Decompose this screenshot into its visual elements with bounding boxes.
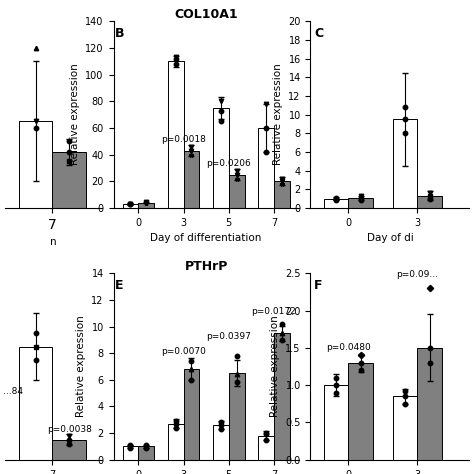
Text: p=0.09...: p=0.09...: [396, 270, 438, 279]
Bar: [258, 436, 274, 460]
Text: F: F: [314, 279, 322, 292]
Y-axis label: Relative expression: Relative expression: [270, 316, 280, 418]
Text: p=0.0172: p=0.0172: [252, 307, 296, 316]
Bar: [138, 447, 154, 460]
Text: p=0.0397: p=0.0397: [206, 332, 251, 341]
Y-axis label: Relative expression: Relative expression: [273, 64, 283, 165]
Text: p=0.0038: p=0.0038: [47, 426, 92, 435]
Bar: [168, 61, 183, 208]
Bar: [229, 174, 245, 208]
Bar: [418, 196, 442, 208]
Bar: [123, 447, 138, 460]
Bar: [19, 121, 52, 208]
Text: p=0.0480: p=0.0480: [326, 343, 371, 352]
Y-axis label: Relative expression: Relative expression: [76, 316, 86, 418]
Bar: [348, 363, 373, 460]
X-axis label: Day of differentiation: Day of differentiation: [150, 233, 262, 243]
X-axis label: Day of di: Day of di: [366, 233, 413, 243]
Bar: [258, 128, 274, 208]
Bar: [52, 440, 86, 460]
Bar: [183, 369, 200, 460]
Bar: [324, 199, 348, 208]
Bar: [213, 425, 229, 460]
Bar: [19, 346, 52, 460]
Bar: [123, 204, 138, 208]
Title: COL10A1: COL10A1: [174, 9, 238, 21]
Text: C: C: [314, 27, 323, 40]
Title: PTHrP: PTHrP: [184, 260, 228, 273]
Bar: [393, 119, 418, 208]
Text: p=0.0018: p=0.0018: [161, 135, 206, 144]
Bar: [138, 202, 154, 208]
Bar: [418, 348, 442, 460]
Bar: [393, 396, 418, 460]
Bar: [274, 181, 290, 208]
Bar: [52, 152, 86, 208]
Bar: [348, 198, 373, 208]
Text: E: E: [115, 279, 123, 292]
Text: p=0.0070: p=0.0070: [161, 347, 206, 356]
Bar: [274, 333, 290, 460]
Bar: [213, 108, 229, 208]
Bar: [183, 151, 200, 208]
Bar: [229, 373, 245, 460]
Y-axis label: Relative expression: Relative expression: [70, 64, 80, 165]
Text: ...84: ...84: [3, 387, 23, 396]
Text: B: B: [115, 27, 124, 40]
X-axis label: n: n: [50, 237, 56, 247]
Text: p=0.0206: p=0.0206: [206, 159, 251, 168]
Bar: [168, 424, 183, 460]
Bar: [324, 385, 348, 460]
